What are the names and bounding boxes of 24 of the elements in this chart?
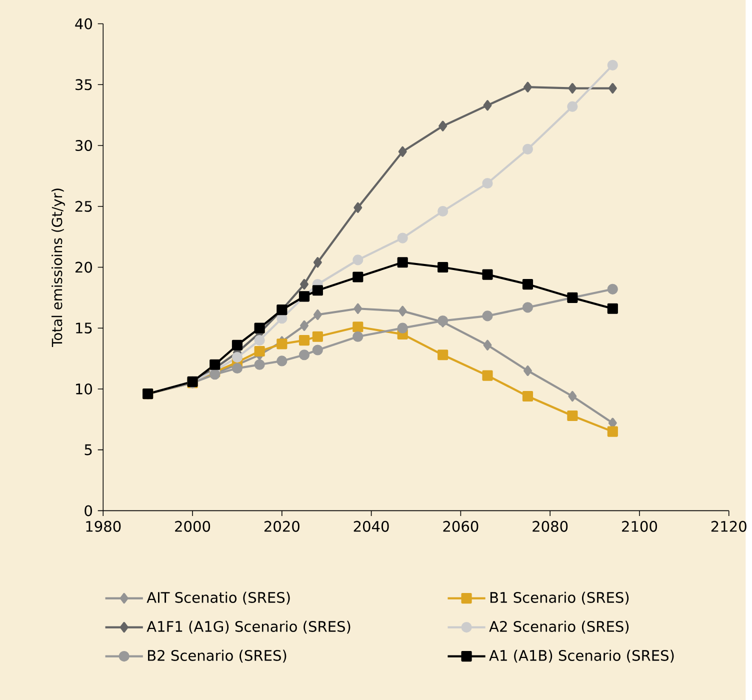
x-tick-label: 2020 bbox=[264, 520, 300, 532]
legend-label: B2 Scenario (SRES) bbox=[148, 650, 286, 663]
x-tick-label: 2060 bbox=[443, 520, 478, 532]
x-tick-label: 2100 bbox=[622, 520, 657, 532]
legend-label: A1F1 (A1G) Scenario (SRES) bbox=[146, 620, 350, 634]
x-tick-label: 2040 bbox=[354, 520, 389, 532]
y-axis-title: Total emissioins (Gt/yr) bbox=[52, 188, 65, 347]
y-tick-label: 5 bbox=[84, 444, 92, 456]
legend-label: B1 Scenario (SRES) bbox=[490, 592, 629, 605]
y-tick-label: 35 bbox=[76, 79, 92, 90]
y-tick-label: 40 bbox=[75, 18, 92, 30]
x-tick-label: 1980 bbox=[86, 520, 121, 532]
legend-label: A1 (A1B) Scenario (SRES) bbox=[489, 650, 674, 663]
y-tick-label: 10 bbox=[76, 383, 92, 394]
y-tick-label: 25 bbox=[76, 200, 92, 212]
y-tick-label: 0 bbox=[84, 505, 92, 516]
x-tick-label: 2120 bbox=[711, 520, 746, 532]
y-tick-label: 30 bbox=[76, 140, 92, 151]
y-tick-label: 15 bbox=[76, 322, 92, 334]
legend-label: A2 Scenario (SRES) bbox=[489, 620, 629, 634]
x-tick-label: 2000 bbox=[175, 520, 210, 532]
legend-label: AIT Scenatio (SRES) bbox=[146, 592, 290, 605]
x-tick-label: 2080 bbox=[532, 520, 568, 532]
y-tick-label: 20 bbox=[76, 262, 92, 273]
